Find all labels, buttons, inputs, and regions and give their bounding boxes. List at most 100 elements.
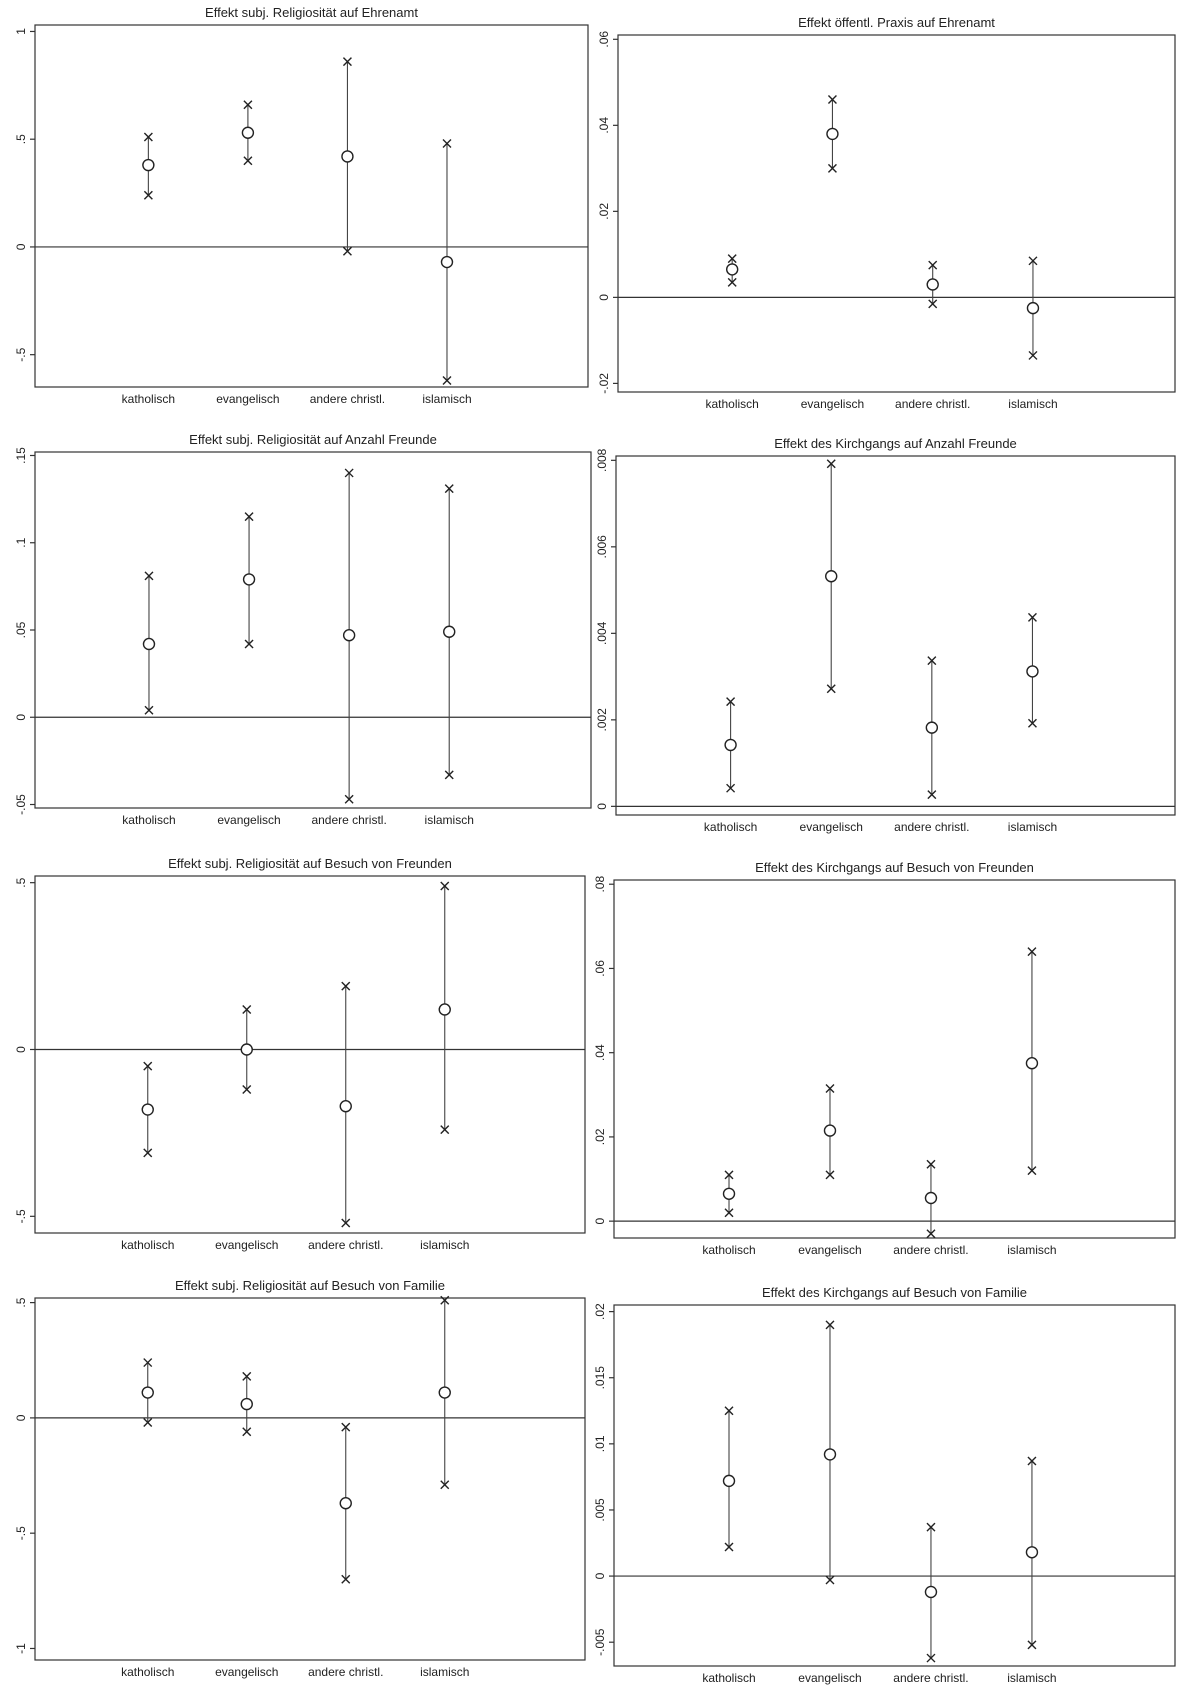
x-tick-label: evangelisch — [798, 1243, 861, 1257]
y-tick-label: .04 — [593, 1044, 607, 1061]
x-tick-label: islamisch — [1008, 397, 1057, 411]
x-tick-label: islamisch — [1007, 1243, 1056, 1257]
x-tick-label: evangelisch — [215, 1238, 278, 1252]
x-tick-label: andere christl. — [311, 813, 386, 827]
y-tick-label: .006 — [595, 535, 609, 559]
ci-bound-marker — [928, 260, 938, 270]
ci-bound-marker — [926, 1229, 936, 1239]
ci-bound-marker — [344, 794, 354, 804]
ci-bound-marker — [1028, 350, 1038, 360]
chart-title: Effekt subj. Religiosität auf Anzahl Fre… — [189, 432, 437, 447]
y-tick-label: .08 — [593, 876, 607, 893]
y-tick-label: .015 — [593, 1366, 607, 1390]
ci-bound-marker — [242, 1427, 252, 1437]
point-estimate — [341, 150, 354, 163]
x-tick-label: andere christl. — [310, 392, 385, 406]
ci-bound-marker — [1027, 612, 1037, 622]
point-estimate — [722, 1187, 736, 1200]
y-tick-label: .01 — [593, 1435, 607, 1452]
plot-frame — [34, 451, 592, 809]
chart-panel: Effekt subj. Religiosität auf Besuch von… — [14, 1278, 586, 1679]
point-estimate — [1025, 1546, 1039, 1559]
chart-panel: Effekt öffentl. Praxis auf Ehrenamt -.02 0… — [597, 15, 1176, 411]
ci-bound-marker — [143, 1061, 153, 1071]
ci-bound-marker — [243, 156, 253, 166]
y-tick-label: .06 — [593, 960, 607, 977]
x-tick-label: katholisch — [122, 392, 175, 406]
ci-bound-marker — [342, 246, 352, 256]
x-tick-label: andere christl. — [308, 1238, 383, 1252]
point-estimate — [339, 1497, 352, 1510]
ci-bound-marker — [726, 697, 736, 707]
y-tick-label: 1 — [14, 28, 28, 35]
point-estimate — [142, 158, 155, 172]
point-estimate — [443, 625, 456, 638]
chart-title: Effekt des Kirchgangs auf Besuch von Fam… — [762, 1285, 1027, 1300]
y-tick-label: -.5 — [14, 347, 28, 361]
y-tick-label: -1 — [14, 1643, 28, 1654]
y-tick-label: .04 — [597, 117, 611, 134]
y-tick-label: .02 — [593, 1303, 607, 1320]
x-tick-label: katholisch — [702, 1671, 755, 1685]
ci-bound-marker — [927, 790, 937, 800]
point-estimate — [724, 738, 737, 752]
point-estimate — [339, 1100, 352, 1113]
point-estimate — [823, 1448, 837, 1461]
x-tick-label: islamisch — [420, 1665, 469, 1679]
ci-bound-marker — [827, 95, 837, 105]
ci-bound-marker — [341, 1422, 351, 1432]
ci-bound-marker — [727, 254, 737, 264]
y-tick-label: .5 — [14, 1297, 28, 1307]
chart-panel: Effekt des Kirchgangs auf Besuch von Fam… — [593, 1285, 1176, 1685]
chart-title: Effekt subj. Religiosität auf Ehrenamt — [205, 5, 418, 20]
point-estimate — [242, 573, 256, 586]
x-tick-label: evangelisch — [798, 1671, 861, 1685]
x-tick-label: evangelisch — [800, 820, 863, 834]
x-tick-label: evangelisch — [217, 813, 280, 827]
plot-frame — [34, 875, 586, 1234]
ci-bound-marker — [143, 1418, 153, 1428]
y-tick-label: 0 — [14, 243, 28, 250]
ci-bound-marker — [442, 376, 452, 386]
x-tick-label: katholisch — [704, 820, 757, 834]
point-estimate — [926, 278, 939, 291]
y-tick-label: 0 — [595, 803, 609, 810]
ci-bound-marker — [242, 1085, 252, 1095]
y-tick-label: -.05 — [14, 794, 28, 815]
point-estimate — [141, 1103, 154, 1116]
point-estimate — [924, 1191, 938, 1205]
ci-bound-marker — [342, 57, 352, 67]
point-estimate — [924, 1585, 938, 1599]
chart-panel: Effekt subj. Religiosität auf Besuch von… — [14, 856, 586, 1252]
y-tick-label: -.5 — [14, 1209, 28, 1223]
ci-bound-marker — [1027, 1166, 1037, 1176]
y-tick-label: .002 — [595, 708, 609, 732]
point-estimate — [142, 637, 156, 651]
ci-bound-marker — [244, 639, 254, 649]
x-tick-label: katholisch — [702, 1243, 755, 1257]
ci-bound-marker — [143, 1358, 153, 1368]
y-tick-label: .02 — [597, 203, 611, 220]
x-tick-label: evangelisch — [215, 1665, 278, 1679]
ci-bound-marker — [724, 1406, 734, 1416]
ci-bound-marker — [341, 1574, 351, 1584]
ci-bound-marker — [926, 1653, 936, 1663]
chart-panel: Effekt subj. Religiosität auf Ehrenamt -.… — [14, 5, 589, 406]
chart-title: Effekt subj. Religiosität auf Besuch von… — [168, 856, 452, 871]
ci-bound-marker — [344, 468, 354, 478]
x-tick-label: andere christl. — [308, 1665, 383, 1679]
ci-bound-marker — [144, 705, 154, 715]
ci-bound-marker — [440, 881, 450, 891]
x-tick-label: islamisch — [1007, 1671, 1056, 1685]
ci-bound-marker — [143, 190, 153, 200]
ci-bound-marker — [926, 1522, 936, 1532]
y-tick-label: 0 — [597, 294, 611, 301]
point-estimate — [925, 721, 939, 734]
x-tick-label: islamisch — [420, 1238, 469, 1252]
ci-bound-marker — [143, 1148, 153, 1158]
x-tick-label: katholisch — [121, 1665, 174, 1679]
point-estimate — [725, 263, 739, 276]
x-tick-label: andere christl. — [893, 1671, 968, 1685]
ci-bound-marker — [440, 1480, 450, 1490]
point-estimate — [1026, 665, 1039, 678]
